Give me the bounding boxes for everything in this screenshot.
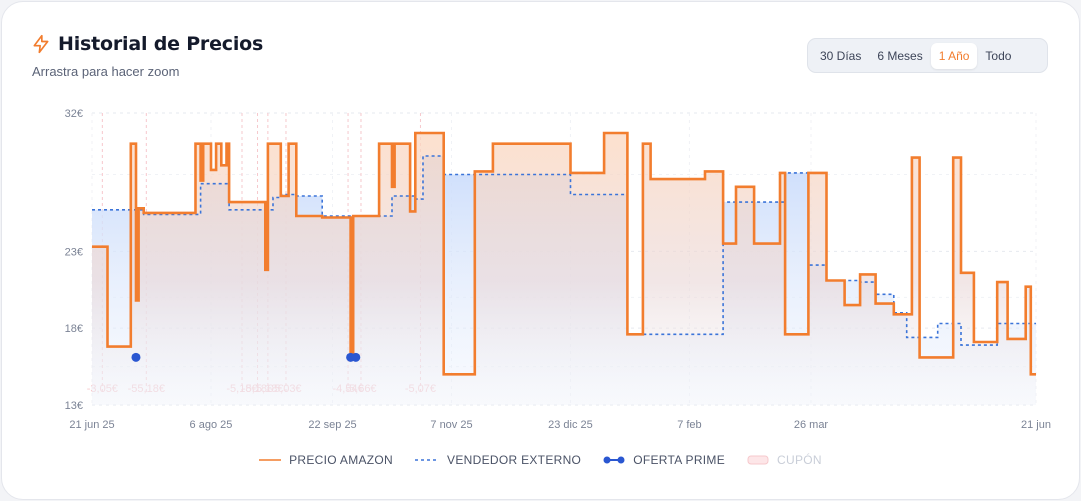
range-button-1-year[interactable]: 1 Año: [930, 42, 978, 69]
legend-item-amazon[interactable]: PRECIO AMAZON: [259, 453, 393, 467]
legend-prime-swatch: [603, 456, 625, 464]
legend-item-coupon[interactable]: CUPÓN: [747, 453, 822, 467]
subtitle: Arrastra para hacer zoom: [32, 64, 180, 79]
amazon-price-line: [92, 131, 1036, 376]
range-button-6-months[interactable]: 6 Meses: [877, 48, 923, 63]
lightning-icon: [33, 34, 49, 54]
x-tick-label: 21 jun: [1021, 419, 1051, 431]
y-tick-label: 32€: [65, 108, 83, 120]
price-chart[interactable]: -3,05€-55,18€-5,18€-5,18€-5,18€-5,03€-4,…: [0, 0, 1081, 450]
x-tick-label: 7 feb: [677, 419, 701, 431]
amazon-price-area: [92, 133, 1036, 405]
prime-offer-point: [131, 352, 141, 362]
x-tick-label: 21 jun 25: [69, 419, 114, 431]
legend-coupon-swatch: [747, 455, 769, 465]
time-range-selector: 30 Días 6 Meses 1 Año Todo: [807, 38, 1048, 73]
prime-offer-point: [351, 352, 361, 362]
y-tick-label: 23€: [65, 246, 83, 258]
x-tick-label: 7 nov 25: [430, 419, 472, 431]
legend-external-swatch: [415, 459, 440, 461]
legend-item-prime[interactable]: OFERTA PRIME: [603, 453, 725, 467]
range-button-30-days[interactable]: 30 Días: [820, 48, 862, 63]
x-tick-label: 26 mar: [794, 419, 829, 431]
header: Historial de Precios: [31, 33, 263, 55]
chart-legend: PRECIO AMAZON VENDEDOR EXTERNO OFERTA PR…: [0, 453, 1081, 467]
legend-external-label: VENDEDOR EXTERNO: [447, 453, 582, 467]
x-tick-label: 6 ago 25: [190, 419, 233, 431]
y-tick-label: 18€: [65, 323, 83, 335]
legend-amazon-label: PRECIO AMAZON: [289, 453, 394, 467]
page-title: Historial de Precios: [58, 33, 264, 55]
legend-item-external[interactable]: VENDEDOR EXTERNO: [415, 453, 581, 467]
x-tick-label: 22 sep 25: [308, 419, 356, 431]
y-tick-label: 13€: [65, 400, 83, 412]
range-button-all[interactable]: Todo: [985, 48, 1012, 63]
x-tick-label: 23 dic 25: [548, 419, 593, 431]
legend-prime-label: OFERTA PRIME: [633, 453, 726, 467]
legend-amazon-swatch: [259, 459, 282, 461]
legend-coupon-label: CUPÓN: [777, 453, 822, 467]
